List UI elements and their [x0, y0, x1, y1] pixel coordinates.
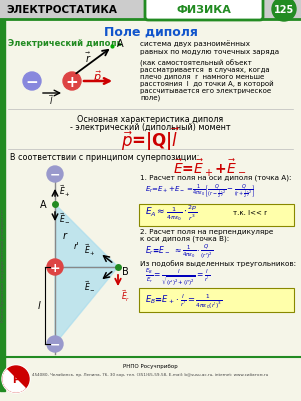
Text: 2. Расчет поля на перпендикуляре: 2. Расчет поля на перпендикуляре [140, 229, 273, 235]
Circle shape [47, 166, 63, 182]
Text: $\vec{l}$: $\vec{l}$ [49, 93, 55, 107]
Text: $\vec{E}$=$\vec{E}_+$+$\vec{E}_-$: $\vec{E}$=$\vec{E}_+$+$\vec{E}_-$ [173, 157, 247, 178]
Text: ЭЛЕКТРОСТАТИКА: ЭЛЕКТРОСТАТИКА [6, 5, 117, 15]
Circle shape [3, 366, 29, 392]
Text: поле): поле) [140, 95, 160, 101]
Text: $E_r$=$E_-$ $\approx\frac{1}{4\pi\varepsilon_0}\cdot\frac{Q}{(r')^2}$: $E_r$=$E_-$ $\approx\frac{1}{4\pi\vareps… [145, 242, 213, 261]
Text: $\vec{E}_-$: $\vec{E}_-$ [59, 211, 71, 224]
Circle shape [63, 73, 81, 91]
Text: Электрический диполь: Электрический диполь [8, 39, 122, 49]
Text: рассчитывается его электрическое: рассчитывается его электрическое [140, 88, 271, 94]
Text: РНПО Росучприбор: РНПО Росучприбор [123, 364, 178, 369]
Text: $\vec{E}_r$: $\vec{E}_r$ [121, 288, 130, 303]
Text: −: − [50, 338, 60, 351]
Text: $\vec{r}$: $\vec{r}$ [85, 51, 91, 65]
Wedge shape [3, 370, 25, 392]
Polygon shape [55, 205, 118, 267]
Text: $\vec{E}_+$: $\vec{E}_+$ [59, 183, 71, 198]
Text: плечо диполя  r  намного меньше: плечо диполя r намного меньше [140, 74, 264, 80]
Text: A: A [40, 200, 47, 209]
Text: −: − [50, 168, 60, 182]
Circle shape [47, 259, 63, 275]
Text: Основная характеристика диполя: Основная характеристика диполя [77, 114, 224, 123]
Circle shape [47, 336, 63, 352]
Bar [0, 20, 5, 391]
Text: $E_B$=$E_+\cdot\frac{l}{r'}=\frac{1}{4\pi\varepsilon_0(r')^3}$: $E_B$=$E_+\cdot\frac{l}{r'}=\frac{1}{4\p… [145, 292, 222, 310]
Text: расстояния  l  до точки А, в которой: расстояния l до точки А, в которой [140, 81, 274, 87]
Text: $\frac{E_B}{E_r}=\frac{l}{\sqrt{(r')^2+(l')^2}}=\frac{l}{r'}$: $\frac{E_B}{E_r}=\frac{l}{\sqrt{(r')^2+(… [145, 266, 210, 288]
Text: B: B [122, 266, 129, 276]
Text: система двух разноимённых: система двух разноимённых [140, 41, 250, 47]
Circle shape [272, 0, 296, 22]
Text: Южно-Уральский государственный университет: Южно-Уральский государственный университ… [1, 208, 5, 321]
Circle shape [23, 73, 41, 91]
Text: 125: 125 [274, 5, 294, 15]
Text: $\vec{p}$=|Q|$\vec{l}$: $\vec{p}$=|Q|$\vec{l}$ [121, 125, 180, 152]
FancyBboxPatch shape [139, 288, 294, 312]
Text: +: + [66, 75, 78, 90]
Text: Из подобия выделенных треугольников:: Из подобия выделенных треугольников: [140, 260, 296, 267]
FancyBboxPatch shape [139, 205, 294, 227]
Text: - электрический (дипольный) момент: - электрический (дипольный) момент [70, 122, 231, 131]
Text: В соответствии с принципом суперпозиции:: В соответствии с принципом суперпозиции: [10, 153, 199, 162]
Text: Поле диполя: Поле диполя [104, 25, 197, 38]
FancyBboxPatch shape [145, 0, 263, 21]
Bar [0, 0, 301, 20]
Text: к оси диполя (точка В):: к оси диполя (точка В): [140, 235, 229, 242]
Text: r: r [63, 231, 67, 241]
Text: l: l [38, 301, 40, 311]
Text: $\vec{p}$: $\vec{p}$ [93, 69, 101, 85]
Text: $\vec{E}_+$: $\vec{E}_+$ [84, 242, 96, 257]
Text: Р: Р [12, 374, 20, 384]
Text: ФИЗИКА: ФИЗИКА [177, 5, 231, 15]
Circle shape [2, 365, 30, 393]
Text: $E_A \approx \frac{1}{4\pi\varepsilon_0}\cdot\frac{2p}{r^3}$: $E_A \approx \frac{1}{4\pi\varepsilon_0}… [145, 203, 198, 222]
Text: $E_r$=$E_+$+$E_-$ =$\frac{1}{4\pi\varepsilon_0}\left[\frac{Q}{(r-\frac{l}{2})^2}: $E_r$=$E_+$+$E_-$ =$\frac{1}{4\pi\vareps… [145, 182, 256, 199]
Text: рассматривается  в случаях, когда: рассматривается в случаях, когда [140, 67, 270, 73]
Text: A: A [117, 39, 124, 49]
Text: т.к. l<< r: т.к. l<< r [233, 209, 267, 215]
Text: 1. Расчет поля на оси диполя (точка А):: 1. Расчет поля на оси диполя (точка А): [140, 174, 291, 181]
Text: равных по модулю точечных заряда: равных по модулю точечных заряда [140, 49, 279, 55]
Polygon shape [55, 267, 118, 344]
Text: $\vec{E}_-$: $\vec{E}_-$ [84, 279, 96, 292]
Text: r': r' [74, 241, 79, 250]
Text: 454080, Челябинск, пр. Ленина, 76, 30 кор, тел. (351)65-59-58, E-mail: b@susu.ac: 454080, Челябинск, пр. Ленина, 76, 30 ко… [33, 372, 268, 376]
Text: (как самостоятельный объект: (как самостоятельный объект [140, 59, 252, 67]
Text: +: + [50, 261, 60, 274]
Text: −: − [26, 75, 38, 90]
